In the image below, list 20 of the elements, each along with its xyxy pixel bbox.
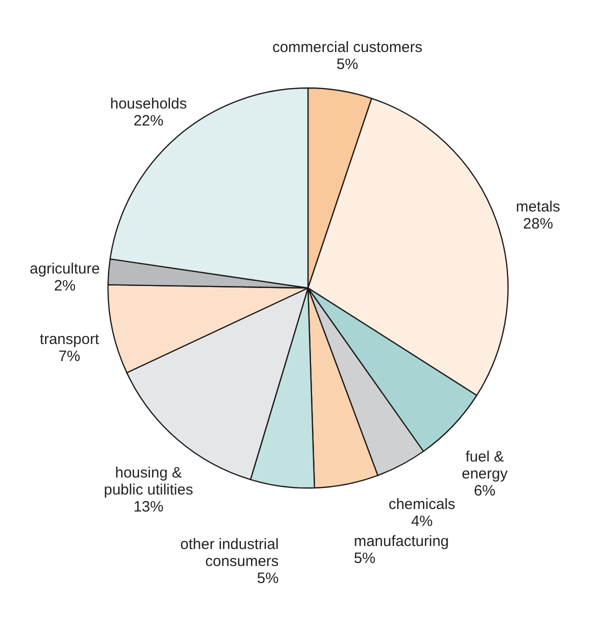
slice-label: housing & public utilities	[104, 464, 194, 499]
slice-label: agriculture	[30, 260, 100, 278]
data-label: 4%	[411, 512, 433, 530]
slice-label: chemicals	[388, 496, 456, 513]
data-label: 2%	[54, 277, 76, 294]
data-label: 5%	[354, 550, 376, 568]
data-label: 22%	[133, 112, 164, 130]
data-label: 5%	[336, 56, 358, 74]
slice-label: manufacturing	[354, 533, 449, 550]
slice-label: metals	[516, 198, 560, 216]
slice-label: fuel & energy	[462, 448, 508, 482]
data-label: 7%	[58, 348, 80, 365]
slice-label: households	[110, 95, 187, 112]
data-label: 28%	[523, 216, 554, 233]
slice-label: other industrial consumers	[180, 536, 279, 570]
data-label: 6%	[474, 482, 496, 500]
slice-label: transport	[40, 330, 100, 348]
data-label: 13%	[133, 498, 164, 516]
slice-label: commercial customers	[272, 39, 422, 56]
data-label: 5%	[256, 570, 279, 587]
